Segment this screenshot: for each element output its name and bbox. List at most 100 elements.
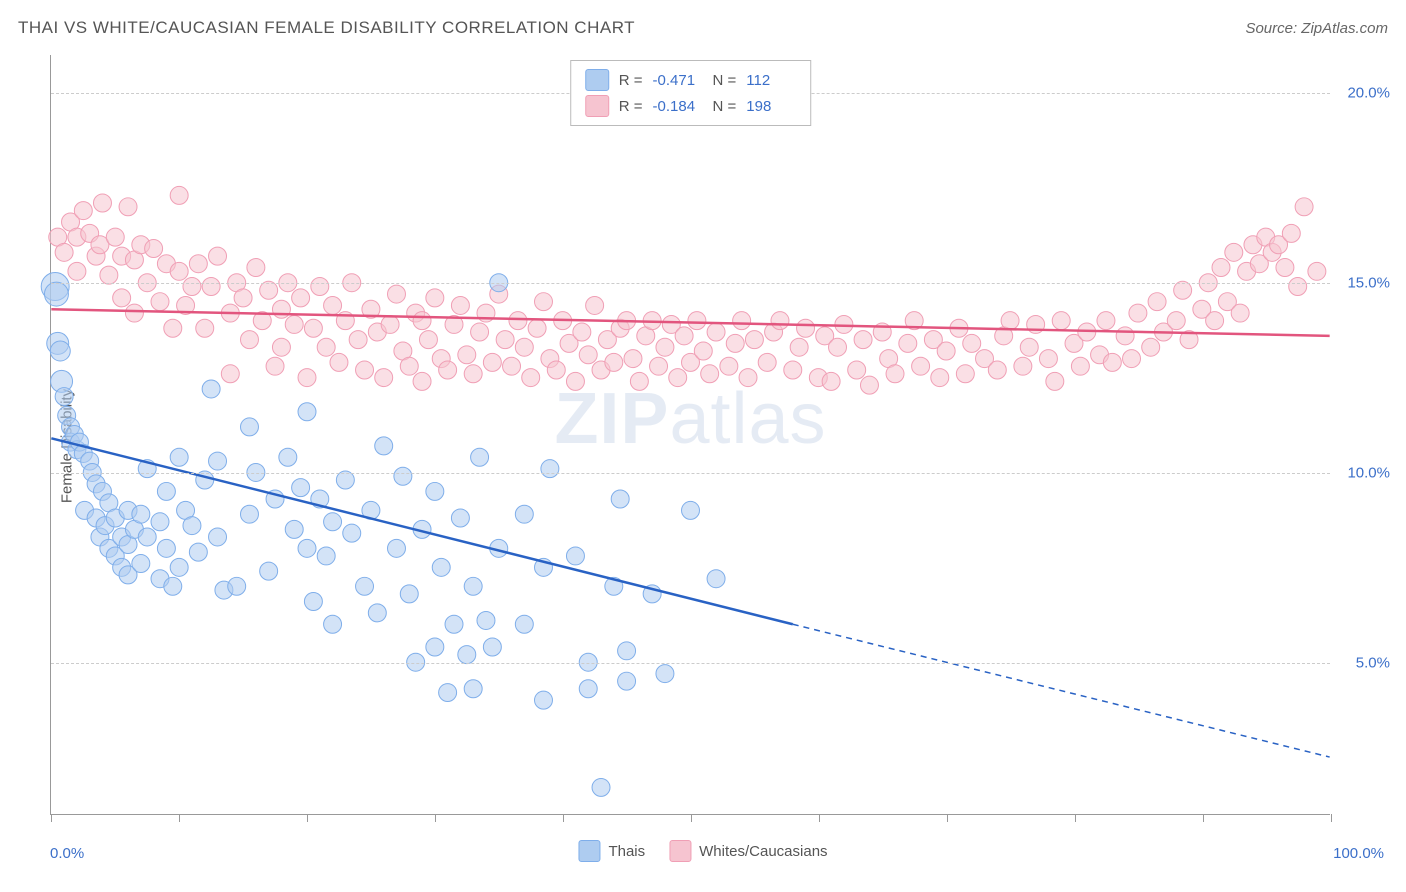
data-point bbox=[100, 266, 118, 284]
data-point bbox=[1212, 259, 1230, 277]
stats-row-series1: R = -0.471 N = 112 bbox=[585, 67, 797, 93]
data-point bbox=[298, 539, 316, 557]
data-point bbox=[624, 350, 642, 368]
data-point bbox=[579, 346, 597, 364]
data-point bbox=[1295, 198, 1313, 216]
data-point bbox=[240, 418, 258, 436]
x-tick bbox=[1331, 814, 1332, 822]
x-tick bbox=[1203, 814, 1204, 822]
data-point bbox=[125, 304, 143, 322]
data-point bbox=[349, 331, 367, 349]
data-point bbox=[419, 331, 437, 349]
data-point bbox=[771, 312, 789, 330]
data-point bbox=[669, 369, 687, 387]
data-point bbox=[1167, 312, 1185, 330]
data-point bbox=[50, 341, 70, 361]
data-point bbox=[1231, 304, 1249, 322]
data-point bbox=[196, 319, 214, 337]
series1-n-value: 112 bbox=[746, 72, 796, 89]
data-point bbox=[509, 312, 527, 330]
chart-svg bbox=[51, 55, 1330, 814]
data-point bbox=[279, 448, 297, 466]
data-point bbox=[324, 296, 342, 314]
data-point bbox=[387, 539, 405, 557]
data-point bbox=[988, 361, 1006, 379]
data-point bbox=[55, 243, 73, 261]
data-point bbox=[113, 289, 131, 307]
data-point bbox=[183, 278, 201, 296]
data-point bbox=[515, 505, 533, 523]
data-point bbox=[586, 296, 604, 314]
data-point bbox=[611, 490, 629, 508]
data-point bbox=[1142, 338, 1160, 356]
data-point bbox=[170, 186, 188, 204]
data-point bbox=[675, 327, 693, 345]
data-point bbox=[343, 524, 361, 542]
data-point bbox=[151, 513, 169, 531]
data-point bbox=[650, 357, 668, 375]
data-point bbox=[618, 642, 636, 660]
data-point bbox=[445, 615, 463, 633]
x-tick bbox=[947, 814, 948, 822]
data-point bbox=[963, 334, 981, 352]
data-point bbox=[515, 615, 533, 633]
data-point bbox=[387, 285, 405, 303]
data-point bbox=[432, 558, 450, 576]
data-point bbox=[522, 369, 540, 387]
data-point bbox=[145, 240, 163, 258]
data-point bbox=[547, 361, 565, 379]
data-point bbox=[496, 331, 514, 349]
data-point bbox=[688, 312, 706, 330]
stats-swatch-series2 bbox=[585, 95, 609, 117]
r-label: R = bbox=[619, 98, 643, 115]
data-point bbox=[854, 331, 872, 349]
data-point bbox=[503, 357, 521, 375]
data-point bbox=[566, 547, 584, 565]
data-point bbox=[745, 331, 763, 349]
data-point bbox=[1014, 357, 1032, 375]
data-point bbox=[1052, 312, 1070, 330]
data-point bbox=[656, 338, 674, 356]
data-point bbox=[471, 448, 489, 466]
data-point bbox=[132, 555, 150, 573]
data-point bbox=[202, 278, 220, 296]
data-point bbox=[464, 577, 482, 595]
data-point bbox=[912, 357, 930, 375]
data-point bbox=[464, 680, 482, 698]
source-attribution: Source: ZipAtlas.com bbox=[1245, 20, 1388, 37]
data-point bbox=[183, 517, 201, 535]
y-tick-label: 15.0% bbox=[1347, 275, 1390, 292]
data-point bbox=[400, 357, 418, 375]
data-point bbox=[1097, 312, 1115, 330]
gridline bbox=[51, 473, 1330, 474]
data-point bbox=[1289, 278, 1307, 296]
data-point bbox=[324, 615, 342, 633]
x-axis-max-label: 100.0% bbox=[1333, 845, 1384, 862]
data-point bbox=[285, 315, 303, 333]
data-point bbox=[464, 365, 482, 383]
data-point bbox=[356, 577, 374, 595]
data-point bbox=[528, 319, 546, 337]
y-tick-label: 5.0% bbox=[1356, 655, 1390, 672]
data-point bbox=[356, 361, 374, 379]
data-point bbox=[157, 539, 175, 557]
data-point bbox=[1129, 304, 1147, 322]
data-point bbox=[1020, 338, 1038, 356]
data-point bbox=[272, 338, 290, 356]
data-point bbox=[931, 369, 949, 387]
legend-item-series1: Thais bbox=[578, 840, 645, 862]
data-point bbox=[439, 361, 457, 379]
data-point bbox=[451, 509, 469, 527]
data-point bbox=[541, 460, 559, 478]
data-point bbox=[324, 513, 342, 531]
data-point bbox=[682, 501, 700, 519]
data-point bbox=[311, 278, 329, 296]
data-point bbox=[899, 334, 917, 352]
data-point bbox=[272, 300, 290, 318]
data-point bbox=[829, 338, 847, 356]
data-point bbox=[739, 369, 757, 387]
data-point bbox=[535, 293, 553, 311]
data-point bbox=[515, 338, 533, 356]
data-point bbox=[157, 482, 175, 500]
data-point bbox=[1116, 327, 1134, 345]
